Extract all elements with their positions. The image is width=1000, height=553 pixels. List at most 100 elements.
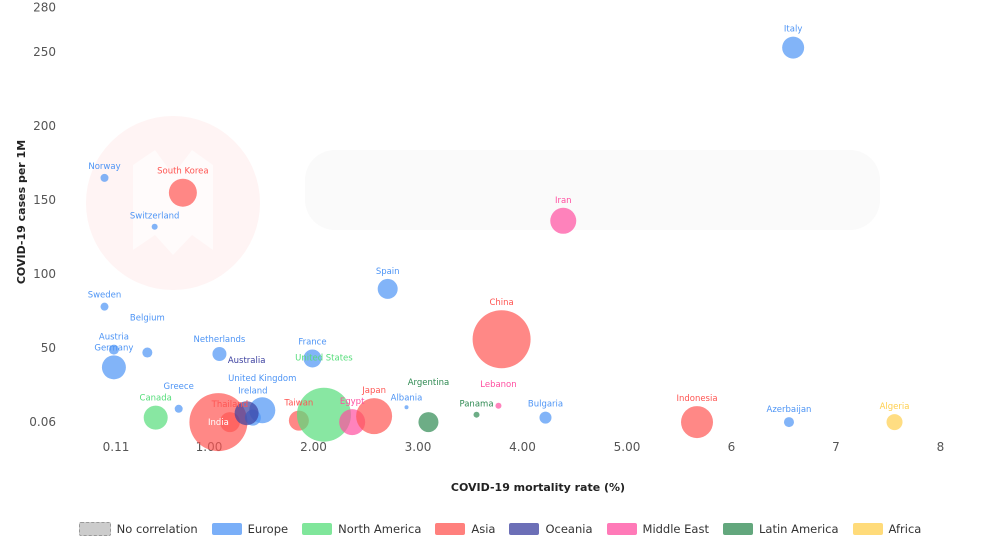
bubble-label: United Kingdom — [228, 374, 296, 384]
bubble-canada[interactable] — [143, 405, 168, 430]
bubble-switzerland[interactable] — [151, 223, 158, 230]
bubble-spain[interactable] — [377, 278, 398, 299]
bubble-albania[interactable] — [404, 405, 409, 410]
legend-item[interactable]: North America — [302, 522, 421, 536]
bubble-label: Argentina — [408, 378, 449, 388]
y-tick-label: 0.06 — [29, 415, 56, 429]
x-axis-title: COVID-19 mortality rate (%) — [451, 481, 625, 494]
bubble-label: Sweden — [88, 291, 122, 301]
bubble-china[interactable] — [472, 310, 531, 369]
bubble-label: Egypt — [340, 397, 365, 407]
y-tick-label: 250 — [33, 45, 56, 59]
legend-item[interactable]: Oceania — [509, 522, 593, 536]
y-tick-label: 150 — [33, 193, 56, 207]
bubble-label: Canada — [140, 394, 172, 404]
nomad-list-watermark — [86, 116, 260, 290]
legend-item[interactable]: Latin America — [722, 522, 839, 536]
legend-label: Asia — [471, 522, 496, 536]
legend-label: North America — [338, 522, 422, 536]
legend-label: No correlation — [116, 522, 198, 536]
bubble-united-states[interactable] — [296, 387, 351, 442]
bubble-lebanon[interactable] — [495, 402, 502, 409]
legend-label: Africa — [888, 522, 922, 536]
y-tick-label: 50 — [41, 341, 56, 355]
bubble-bulgaria[interactable] — [539, 411, 552, 424]
legend-swatch — [722, 523, 753, 535]
bubble-label: China — [489, 298, 513, 308]
bubble-italy[interactable] — [782, 36, 805, 59]
x-tick-label: 6 — [728, 440, 736, 454]
bubble-sweden[interactable] — [100, 302, 109, 311]
bubble-label: France — [298, 337, 326, 347]
bubble-label: Indonesia — [676, 394, 717, 404]
x-tick-label: 5.00 — [614, 440, 641, 454]
x-tick-label: 2.00 — [300, 440, 327, 454]
bubble-label: Italy — [784, 25, 802, 35]
bubble-label: South Korea — [157, 167, 209, 177]
bubble-label: Azerbaijan — [767, 405, 812, 415]
bubble-label: Norway — [88, 162, 120, 172]
legend-swatch — [78, 522, 111, 536]
legend-swatch — [435, 523, 466, 535]
legend-swatch — [509, 523, 540, 535]
bubble-label: Lebanon — [480, 380, 516, 390]
bubble-label: Ireland — [238, 387, 267, 397]
bubble-label: India — [208, 418, 229, 428]
x-tick-label: 4.00 — [509, 440, 536, 454]
y-tick-label: 280 — [33, 1, 56, 15]
bubble-japan[interactable] — [356, 398, 393, 435]
legend-item[interactable]: Africa — [852, 522, 922, 536]
y-tick-label: 200 — [33, 119, 56, 133]
bubble-label: Iran — [555, 196, 572, 206]
y-tick-label: 100 — [33, 267, 56, 281]
bubble-label: United States — [295, 354, 353, 364]
bubble-label: Netherlands — [194, 335, 246, 345]
bubble-label: Greece — [164, 382, 194, 392]
bubble-label: Taiwan — [283, 399, 313, 409]
bubble-label: Thailand — [211, 400, 249, 410]
bubble-argentina[interactable] — [418, 412, 439, 433]
x-tick-label: 7 — [832, 440, 840, 454]
bubble-panama[interactable] — [473, 411, 480, 418]
legend-label: Middle East — [642, 522, 709, 536]
legend-item[interactable]: Middle East — [606, 522, 709, 536]
legend-item[interactable]: Asia — [435, 522, 495, 536]
bubble-iran[interactable] — [550, 207, 577, 234]
x-tick-label: 8 — [937, 440, 945, 454]
legend-label: Oceania — [545, 522, 593, 536]
bubble-algeria[interactable] — [886, 414, 903, 431]
bubble-label: Australia — [228, 356, 266, 366]
bubble-south-korea[interactable] — [168, 178, 197, 207]
bubble-label: Algeria — [880, 402, 910, 412]
legend-swatch — [302, 523, 333, 535]
bubble-germany[interactable] — [101, 355, 126, 380]
bubble-indonesia[interactable] — [681, 406, 714, 439]
bubble-label: Germany — [94, 343, 133, 353]
bubble-greece[interactable] — [174, 404, 183, 413]
legend-label: Latin America — [758, 522, 839, 536]
legend-item[interactable]: Europe — [211, 522, 288, 536]
bubble-thailand[interactable] — [219, 412, 240, 433]
bubble-norway[interactable] — [100, 173, 109, 182]
bubble-label: Japan — [361, 386, 386, 396]
legend-swatch — [852, 523, 883, 535]
bubble-netherlands[interactable] — [212, 347, 227, 362]
chart-legend: No correlation Europe North America Asia Oce… — [0, 522, 1000, 536]
bubble-label: Austria — [99, 333, 129, 343]
x-tick-label: 0.11 — [103, 440, 130, 454]
bubble-australia[interactable] — [234, 401, 259, 426]
bubble-label: Bulgaria — [528, 400, 563, 410]
bubble-austria[interactable] — [108, 344, 119, 355]
bubble-france[interactable] — [303, 349, 322, 368]
legend-swatch — [606, 523, 637, 535]
bubble-label: Albania — [391, 393, 423, 403]
bubble-label: Switzerland — [130, 212, 180, 222]
bubble-label: Belgium — [130, 314, 165, 324]
x-tick-label: 3.00 — [405, 440, 432, 454]
bubble-azerbaijan[interactable] — [783, 417, 794, 428]
y-axis-title: COVID-19 cases per 1M — [15, 140, 28, 284]
bubble-belgium[interactable] — [142, 347, 153, 358]
legend-item[interactable]: No correlation — [78, 522, 198, 536]
bubble-india[interactable] — [189, 393, 248, 452]
